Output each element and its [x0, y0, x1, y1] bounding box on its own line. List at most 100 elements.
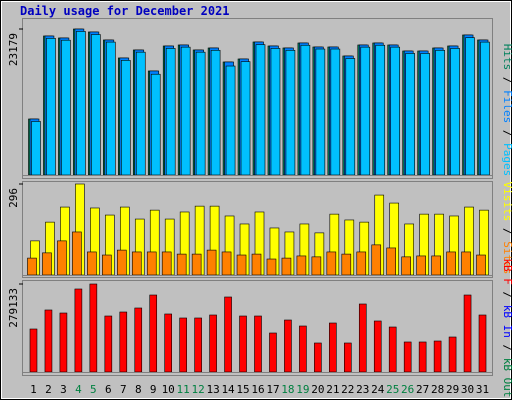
bar	[57, 240, 67, 276]
bar	[420, 53, 430, 176]
x-tick-label: 5	[90, 383, 97, 396]
x-tick-label: 17	[266, 383, 279, 396]
bar	[418, 341, 427, 373]
bar	[388, 326, 397, 373]
x-tick-label: 14	[221, 383, 235, 396]
bar	[31, 121, 41, 176]
x-tick-label: 30	[461, 383, 474, 396]
legend-entry: Pages	[501, 143, 512, 176]
bar	[401, 256, 411, 276]
bar	[375, 44, 386, 176]
bar	[224, 296, 232, 373]
bar	[59, 312, 68, 373]
bar	[448, 336, 457, 373]
bar	[42, 252, 52, 276]
legend-entry: Visits	[501, 182, 512, 222]
bar	[209, 314, 217, 373]
bar	[326, 251, 337, 276]
bar	[450, 48, 460, 176]
bar	[74, 288, 83, 373]
bar	[405, 53, 415, 176]
bar	[435, 49, 445, 176]
x-tick-label: 1	[30, 383, 37, 396]
y-tick-label: 296	[7, 188, 20, 208]
bar	[296, 255, 307, 276]
x-tick-label: 29	[446, 383, 459, 396]
bar	[176, 253, 187, 276]
x-tick-label: 20	[311, 383, 324, 396]
bar	[91, 34, 101, 176]
bar	[371, 244, 382, 276]
bar	[221, 251, 232, 276]
x-tick-label: 2	[45, 383, 52, 396]
legend: Hits / Files / Pages	[501, 44, 512, 177]
bar	[284, 319, 292, 373]
bar	[104, 315, 113, 373]
bar	[61, 39, 71, 176]
bar	[120, 60, 131, 176]
bar	[240, 61, 251, 176]
y-tick-label: 279133	[7, 288, 20, 328]
x-tick-label: 27	[416, 383, 429, 396]
x-tick-label: 28	[431, 383, 444, 396]
x-tick-label: 21	[326, 383, 339, 396]
y-tick-label: 23179	[7, 33, 20, 66]
bar	[478, 314, 487, 373]
bar	[72, 231, 82, 276]
x-tick-label: 8	[135, 383, 142, 396]
bar	[431, 255, 441, 276]
x-tick-label: 11	[177, 383, 190, 396]
legend: Visits / Sites	[501, 182, 512, 275]
x-tick-label: 12	[192, 383, 205, 396]
bar	[76, 31, 86, 176]
bar	[119, 311, 128, 373]
bar	[29, 328, 38, 373]
bar	[89, 283, 98, 373]
x-tick-label: 23	[356, 383, 369, 396]
bar	[344, 342, 352, 373]
bar	[255, 44, 266, 176]
bar	[446, 251, 456, 276]
bar	[329, 322, 337, 373]
x-tick-label: 10	[162, 383, 175, 396]
bar	[191, 253, 202, 276]
x-tick-label: 22	[341, 383, 354, 396]
x-tick-label: 24	[371, 383, 385, 396]
bar	[281, 257, 292, 276]
bar	[270, 48, 281, 176]
legend-entry: Hits	[501, 44, 512, 71]
bar	[266, 258, 277, 276]
x-tick-label: 4	[75, 383, 82, 396]
bar	[251, 253, 262, 276]
bar	[269, 332, 277, 373]
x-tick-label: 25	[386, 383, 399, 396]
legend: kB F / kB In / kB Out	[501, 258, 512, 397]
x-tick-label: 13	[206, 383, 219, 396]
bar	[285, 49, 296, 176]
bar	[476, 254, 486, 276]
bar	[239, 315, 247, 373]
bar	[106, 41, 116, 176]
bar	[135, 51, 146, 176]
bar	[311, 256, 322, 276]
bar	[236, 254, 247, 276]
bar	[330, 48, 341, 176]
bar	[161, 251, 172, 276]
x-tick-label: 26	[401, 383, 414, 396]
bar	[360, 46, 371, 176]
bar	[179, 317, 187, 373]
bar	[254, 315, 262, 373]
bar	[87, 251, 97, 276]
bar	[465, 37, 475, 176]
bar	[164, 313, 172, 373]
bar	[195, 51, 206, 176]
bar	[433, 340, 442, 373]
bar	[341, 253, 352, 276]
bar	[314, 342, 322, 373]
bar	[150, 73, 161, 176]
bar	[131, 251, 142, 276]
bar	[461, 251, 471, 276]
bar	[358, 303, 367, 373]
legend-entry: kB F	[501, 258, 512, 285]
